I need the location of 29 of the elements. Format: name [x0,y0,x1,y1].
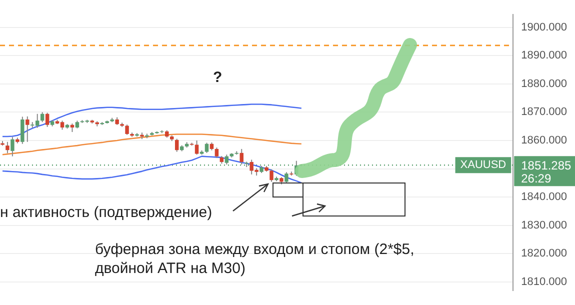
y-tick-label: 1830.000 [521,219,568,232]
annotation: ? [213,68,222,87]
candlestick [26,116,30,142]
candlestick [45,112,50,128]
text: 26:29 [521,171,552,186]
candlestick [6,141,10,154]
candlestick [125,124,129,136]
annotation: н активность (подтверждение) [0,203,212,222]
y-tick-label: 1900.000 [521,21,568,34]
candlestick [204,142,209,154]
y-tick-label: 1810.000 [521,276,568,288]
y-tick-label: 1860.000 [521,134,568,147]
y-tick-label: 1820.000 [521,248,568,260]
y-tick-label: 1870.000 [521,106,568,118]
y-tick-label: 1890.000 [521,50,568,62]
candlestick [194,140,199,156]
text: 1851.285 [521,158,572,172]
candlestick [174,138,179,152]
candlestick [240,148,244,166]
candlestick [270,168,274,182]
y-tick-label: 1840.000 [521,191,568,204]
candlestick [214,147,219,159]
candlestick [10,136,14,157]
candlestick [40,112,44,123]
candlestick [20,116,24,144]
y-tick-label: 1880.000 [521,78,568,90]
candlestick [284,172,288,184]
ref-line-label: XAUUSD [460,159,506,172]
annotation: буферная зона между входом и стопом (2*$5, двойной ATR на M30) [95,240,414,278]
